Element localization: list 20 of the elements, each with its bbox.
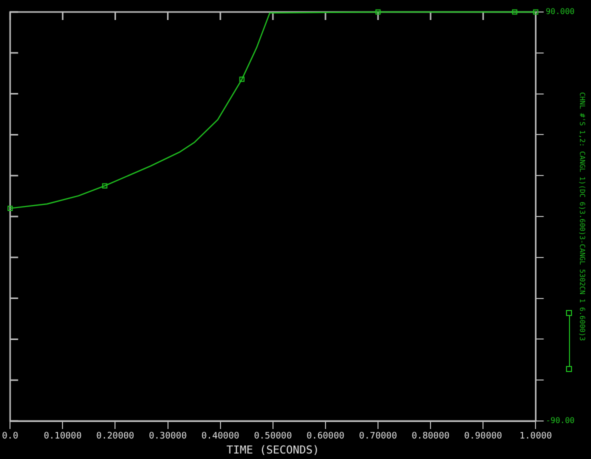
y-tick-label: -90.00 xyxy=(546,416,575,426)
point xyxy=(239,76,245,82)
x-axis-title: TIME (SECONDS) xyxy=(226,443,320,456)
x-tick-label: 0.60000 xyxy=(306,432,344,442)
point xyxy=(512,9,518,15)
x-tick-label: 0.90000 xyxy=(464,432,502,442)
x-tick-label: 0.70000 xyxy=(359,432,397,442)
y-tick-label: 90.000 xyxy=(546,7,575,16)
point xyxy=(102,183,108,188)
x-tick-label: 1.0000 xyxy=(519,432,552,442)
x-tick-label: 0.20000 xyxy=(96,432,134,442)
x-tick-label: 0.0 xyxy=(2,432,18,442)
x-tick-label: 0.10000 xyxy=(44,432,82,442)
point xyxy=(8,206,13,211)
x-tick-label: 0.50000 xyxy=(254,432,292,442)
x-tick-label: 0.80000 xyxy=(412,432,450,442)
x-tick-label: 0.30000 xyxy=(148,432,187,442)
point xyxy=(533,9,538,15)
x-tick-label: 0.40000 xyxy=(201,432,240,442)
point xyxy=(375,9,381,15)
